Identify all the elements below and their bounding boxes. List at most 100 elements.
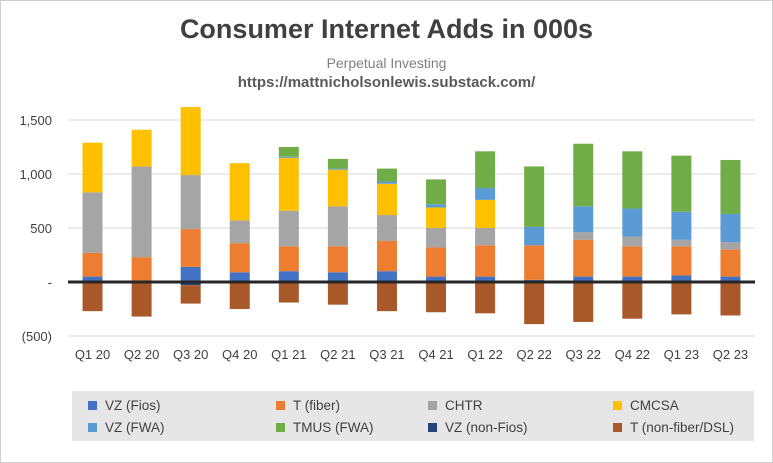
y-tick-label: 500 — [30, 221, 52, 236]
bar-segment — [671, 155, 692, 212]
legend-item: CMCSA — [613, 396, 679, 414]
bar-segment — [475, 245, 496, 277]
legend-item: VZ (non-Fios) — [428, 418, 528, 436]
legend-item: TMUS (FWA) — [276, 418, 373, 436]
legend-swatch — [88, 400, 97, 410]
x-tick-label: Q2 23 — [713, 347, 748, 362]
bar-segment — [376, 271, 397, 282]
bar-segment — [180, 266, 201, 282]
bar-segment — [376, 240, 397, 272]
bar-segment — [82, 142, 103, 193]
legend-swatch — [276, 400, 285, 410]
bar-segment — [131, 257, 152, 282]
x-tick-label: Q2 22 — [516, 347, 551, 362]
bar-segment — [573, 206, 594, 233]
bar-segment — [475, 276, 496, 282]
bar-segment — [82, 192, 103, 253]
bar-segment — [376, 181, 397, 184]
bar-segment — [475, 188, 496, 200]
bar-segment — [720, 159, 741, 214]
bar-segment — [278, 282, 299, 303]
legend-item: VZ (FWA) — [88, 418, 164, 436]
bar-segment — [622, 151, 643, 209]
bar-segment — [131, 166, 152, 258]
legend-item: T (fiber) — [276, 396, 340, 414]
bar-segment — [622, 246, 643, 277]
bar-segment — [426, 282, 447, 313]
bar-segment — [229, 163, 250, 221]
bar-segment — [229, 272, 250, 282]
x-tick-label: Q4 20 — [222, 347, 257, 362]
bar-segment — [573, 143, 594, 207]
y-tick-label: - — [48, 275, 52, 290]
bar-segment — [426, 247, 447, 277]
bar-segment — [573, 239, 594, 277]
bar-segment — [622, 236, 643, 247]
bar-segment — [475, 282, 496, 314]
bar-segment — [278, 210, 299, 247]
bar-segment — [180, 107, 201, 176]
bar-segment — [720, 213, 741, 243]
x-tick-label: Q1 21 — [271, 347, 306, 362]
bar-segment — [573, 232, 594, 240]
bar-segment — [376, 168, 397, 182]
bar-segment — [671, 275, 692, 282]
bar-segment — [524, 166, 545, 227]
legend-item: CHTR — [428, 396, 483, 414]
bar-segment — [82, 282, 103, 312]
bar-segment — [671, 246, 692, 276]
bar-segment — [229, 243, 250, 273]
bar-segment — [327, 158, 348, 169]
bar-segment — [475, 199, 496, 228]
bar-segment — [82, 252, 103, 277]
legend-swatch — [276, 422, 285, 432]
chart-source-url: https://mattnicholsonlewis.substack.com/ — [237, 74, 536, 91]
bar-segment — [327, 168, 348, 170]
legend-swatch — [428, 400, 437, 410]
bar-segment — [524, 283, 545, 325]
bar-segment — [720, 242, 741, 250]
bar-segment — [426, 179, 447, 205]
bar-segment — [327, 206, 348, 247]
bar-segment — [426, 204, 447, 208]
bar-segment — [278, 157, 299, 211]
bar-segment — [327, 272, 348, 282]
legend-label: CHTR — [445, 397, 483, 413]
bar-segment — [376, 215, 397, 241]
legend-item: VZ (Fios) — [88, 396, 161, 414]
x-tick-label: Q2 20 — [124, 347, 159, 362]
bar-segment — [229, 220, 250, 244]
x-tick-label: Q1 22 — [467, 347, 502, 362]
bar-segment — [376, 282, 397, 312]
y-tick-label: 1,500 — [19, 113, 52, 128]
legend-swatch — [88, 422, 97, 432]
bar-segment — [327, 246, 348, 273]
legend-label: VZ (FWA) — [105, 419, 165, 435]
bar-segment — [622, 276, 643, 282]
bar-segment — [327, 282, 348, 305]
bar-segment — [622, 283, 643, 319]
bar-segment — [82, 276, 103, 282]
y-tick-label: 1,000 — [19, 167, 52, 182]
bar-segment — [180, 229, 201, 267]
bar-segment — [573, 283, 594, 322]
bar-segment — [131, 282, 152, 317]
x-tick-label: Q1 23 — [664, 347, 699, 362]
bar-segment — [278, 246, 299, 272]
x-tick-label: Q3 22 — [566, 347, 601, 362]
bar-segment — [671, 211, 692, 240]
bar-segment — [720, 249, 741, 277]
bar-segment — [180, 285, 201, 304]
bar-segment — [475, 151, 496, 189]
bar-segment — [573, 276, 594, 282]
legend-label: TMUS (FWA) — [293, 419, 374, 435]
bar-segment — [475, 228, 496, 246]
bar-segment — [622, 208, 643, 237]
bar-segment — [720, 276, 741, 282]
bar-segment — [229, 282, 250, 309]
bar-segment — [376, 183, 397, 216]
x-tick-label: Q3 21 — [369, 347, 404, 362]
bar-segment — [426, 228, 447, 248]
bar-segment — [278, 147, 299, 157]
